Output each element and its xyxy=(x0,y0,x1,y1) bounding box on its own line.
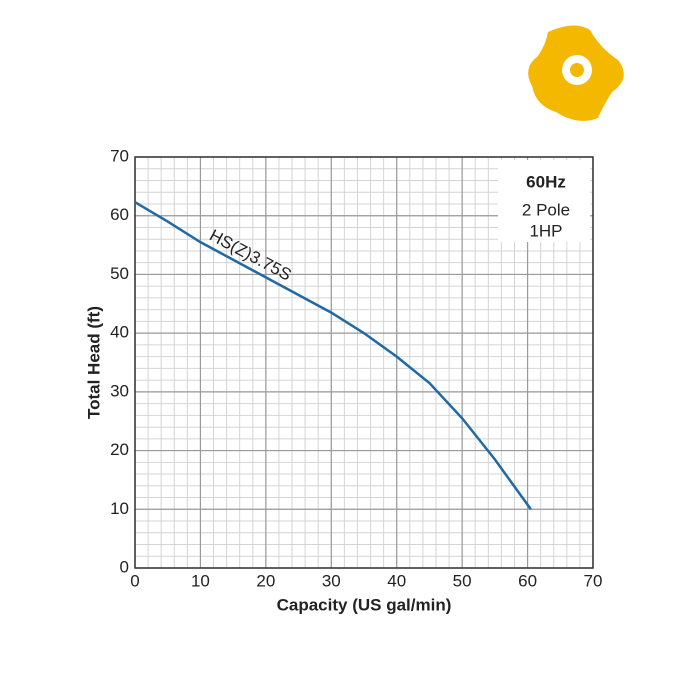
x-tick-label: 10 xyxy=(191,571,210,590)
x-tick-label: 0 xyxy=(130,571,139,590)
y-tick-label: 20 xyxy=(110,440,129,459)
y-axis-label: Total Head (ft) xyxy=(84,306,103,419)
logo xyxy=(528,25,624,121)
power-label: 1HP xyxy=(529,221,562,240)
y-tick-label: 70 xyxy=(110,146,129,165)
y-tick-label: 40 xyxy=(110,323,129,342)
logo-hub xyxy=(570,63,584,77)
y-tick-label: 30 xyxy=(110,381,129,400)
curve xyxy=(134,201,532,511)
x-axis-label: Capacity (US gal/min) xyxy=(277,595,452,614)
y-tick-label: 0 xyxy=(120,557,129,576)
x-tick-label: 50 xyxy=(453,571,472,590)
y-tick-label: 60 xyxy=(110,205,129,224)
info-box xyxy=(498,160,590,242)
x-tick-label: 20 xyxy=(256,571,275,590)
x-tick-label: 30 xyxy=(322,571,341,590)
pole-label: 2 Pole xyxy=(522,200,570,219)
x-tick-label: 70 xyxy=(584,571,603,590)
plot-frame xyxy=(134,156,594,569)
y-tick-label: 50 xyxy=(110,264,129,283)
x-tick-label: 40 xyxy=(387,571,406,590)
x-tick-label: 60 xyxy=(518,571,537,590)
y-tick-label: 10 xyxy=(110,499,129,518)
frequency-label: 60Hz xyxy=(526,172,566,191)
